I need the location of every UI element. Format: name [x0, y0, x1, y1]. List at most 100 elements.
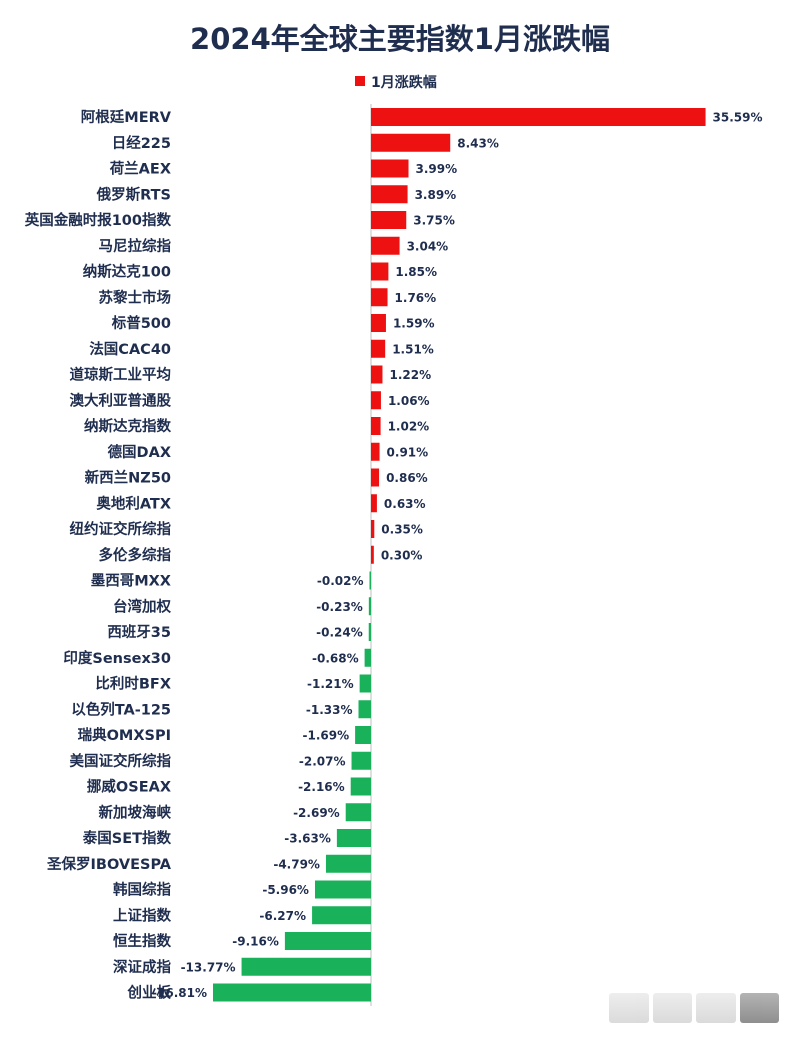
- bar: [369, 571, 371, 590]
- value-label: -0.02%: [317, 574, 364, 588]
- bar: [371, 494, 377, 513]
- value-label: -1.21%: [307, 677, 354, 691]
- category-label: 阿根廷MERV: [81, 108, 172, 126]
- watermark: [609, 991, 779, 1025]
- category-label: 台湾加权: [113, 597, 171, 615]
- value-label: 3.99%: [416, 162, 458, 176]
- bar: [371, 442, 380, 461]
- value-label: 1.06%: [388, 394, 430, 408]
- value-label: 1.02%: [388, 420, 430, 434]
- bar: [368, 623, 371, 641]
- value-label: -5.96%: [262, 883, 309, 897]
- value-label: 1.85%: [395, 265, 437, 279]
- category-label: 澳大利亚普通股: [70, 391, 172, 409]
- bar: [371, 185, 408, 204]
- value-label: -2.07%: [299, 754, 346, 768]
- value-label: -2.16%: [298, 780, 345, 794]
- bar: [371, 391, 381, 410]
- value-label: 0.35%: [381, 523, 423, 537]
- bar: [350, 777, 371, 796]
- watermark-block: [652, 993, 692, 1023]
- bar: [336, 829, 371, 847]
- category-label: 比利时BFX: [95, 675, 171, 693]
- category-label: 挪威OSEAX: [87, 778, 171, 796]
- bar: [355, 726, 371, 744]
- legend: 1月涨跌幅: [355, 74, 437, 91]
- value-label: 3.89%: [415, 188, 457, 202]
- bar: [371, 133, 451, 152]
- category-label: 奥地利ATX: [96, 494, 171, 512]
- value-labels: 35.59% 8.43% 3.99% 3.89% 3.75% 3.04% 1.85% 1.76…: [152, 111, 763, 1001]
- value-label: 1.76%: [395, 291, 437, 305]
- value-label: -0.23%: [316, 600, 363, 614]
- value-label: -16.81%: [152, 986, 207, 1000]
- bar: [371, 339, 386, 358]
- category-labels: 阿根廷MERV 日经225 荷兰AEX 俄罗斯RTS 英国金融时报100指数马尼拉综指纳…: [25, 108, 172, 1002]
- bar: [312, 906, 371, 925]
- category-label: 纽约证交所综指: [70, 520, 172, 538]
- category-label: 西班牙35: [107, 623, 171, 641]
- category-label: 纳斯达克指数: [84, 417, 171, 435]
- category-label: 标普500: [111, 314, 171, 332]
- bar: [368, 597, 371, 616]
- bar: [345, 803, 371, 822]
- category-label: 多伦多综指: [99, 546, 172, 564]
- bar: [212, 983, 371, 1002]
- category-label: 墨西哥MXX: [91, 573, 171, 590]
- value-label: -1.69%: [302, 729, 349, 743]
- bar: [358, 700, 371, 719]
- category-label: 瑞典OMXSPI: [78, 726, 171, 744]
- bar: [371, 545, 374, 564]
- value-label: 0.30%: [381, 548, 423, 562]
- category-label: 马尼拉综指: [99, 237, 172, 255]
- value-label: -13.77%: [181, 960, 236, 974]
- category-label: 以色列TA-125: [71, 700, 171, 718]
- bar: [371, 468, 380, 487]
- category-label: 上证指数: [113, 906, 171, 924]
- bar: [371, 236, 400, 255]
- bar: [371, 365, 383, 384]
- bar: [364, 648, 371, 667]
- value-label: 1.22%: [389, 368, 431, 382]
- value-label: -9.16%: [232, 935, 279, 949]
- bar: [371, 417, 381, 435]
- category-label: 韩国综指: [113, 881, 171, 899]
- category-label: 新加坡海峡: [99, 803, 172, 821]
- watermark-block: [739, 993, 779, 1023]
- bar: [371, 262, 389, 281]
- watermark-block: [609, 993, 649, 1023]
- watermark-block: [696, 993, 736, 1023]
- bar: [351, 751, 371, 770]
- legend-label: 1月涨跌幅: [371, 74, 437, 91]
- value-label: -0.24%: [316, 626, 363, 640]
- value-label: -6.27%: [259, 909, 306, 923]
- bar: [359, 674, 371, 693]
- value-label: 0.91%: [387, 445, 429, 459]
- bars: [212, 108, 706, 1002]
- bar: [371, 108, 706, 126]
- category-label: 纳斯达克100: [83, 263, 171, 281]
- category-label: 道琼斯工业平均: [70, 366, 172, 384]
- category-label: 法国CAC40: [89, 340, 171, 358]
- value-label: -2.69%: [293, 806, 340, 820]
- bar: [371, 159, 409, 178]
- value-label: 3.04%: [407, 239, 449, 253]
- category-label: 苏黎士市场: [99, 288, 172, 306]
- category-label: 荷兰AEX: [110, 160, 171, 178]
- bar: [371, 520, 375, 538]
- value-label: 3.75%: [413, 214, 455, 228]
- bar: [371, 211, 407, 229]
- bar: [371, 314, 386, 332]
- value-label: 35.59%: [713, 111, 763, 125]
- bar: [371, 288, 388, 307]
- category-label: 创业板: [127, 984, 172, 1002]
- value-label: 1.59%: [393, 317, 435, 331]
- bar: [325, 854, 371, 873]
- value-label: -4.79%: [273, 857, 320, 871]
- value-label: -3.63%: [284, 832, 331, 846]
- category-label: 德国DAX: [108, 443, 171, 461]
- category-label: 深证成指: [113, 958, 171, 976]
- category-label: 美国证交所综指: [70, 752, 172, 770]
- value-label: 1.51%: [392, 342, 434, 356]
- legend-swatch: [355, 76, 365, 86]
